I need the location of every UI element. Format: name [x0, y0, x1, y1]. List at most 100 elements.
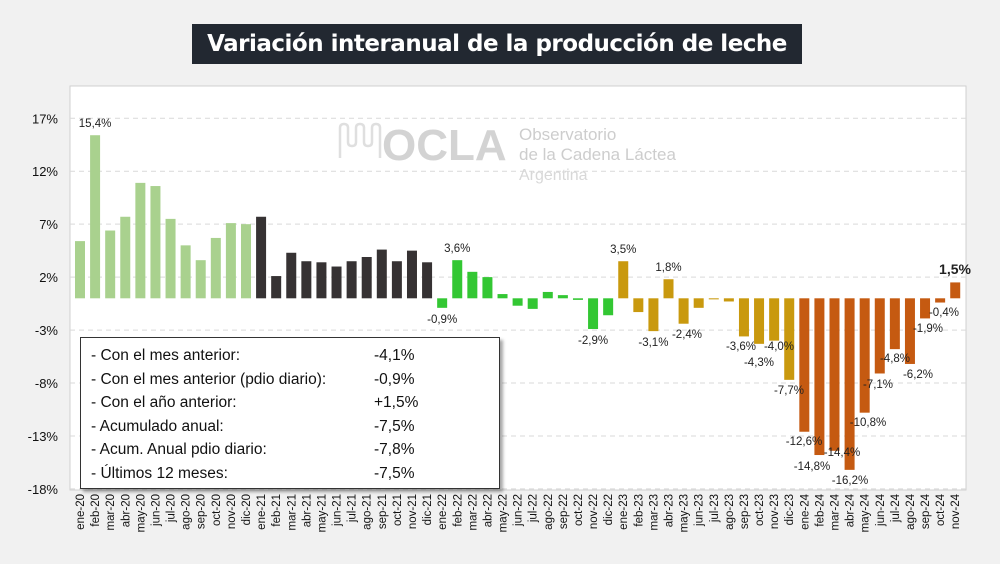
y-tick-label: -8%	[35, 376, 59, 391]
x-tick-label: oct-20	[211, 494, 223, 526]
x-tick-label: ago-21	[362, 494, 374, 530]
bar-ago-22	[542, 291, 553, 299]
bar-may-23	[678, 298, 689, 324]
logo-line2: de la Cadena Láctea	[519, 145, 676, 164]
x-tick-label: feb-24	[814, 493, 826, 526]
bar-jun-23	[693, 298, 704, 308]
y-tick-label: 12%	[32, 164, 58, 179]
x-tick-label: may-22	[498, 494, 510, 532]
bar-abr-24	[844, 298, 855, 470]
x-tick-label: jun-20	[150, 494, 162, 527]
x-tick-label: abr-21	[301, 494, 313, 527]
data-label: -14,4%	[824, 447, 860, 459]
bar-oct-24	[935, 298, 946, 303]
bar-ene-20	[75, 241, 85, 299]
logo-mark: OCLA	[382, 121, 507, 170]
x-tick-label: ene-23	[618, 494, 630, 530]
x-tick-label: nov-23	[769, 494, 781, 529]
x-tick-label: oct-22	[573, 494, 585, 526]
summary-box: - Con el mes anterior: -4,1% - Con el mes …	[80, 337, 500, 489]
data-label: -0,4%	[929, 307, 959, 319]
bar-oct-23	[754, 298, 765, 344]
x-tick-label: ago-24	[905, 493, 917, 529]
bar-abr-23	[663, 279, 674, 299]
bar-ene-22	[437, 298, 448, 308]
bar-jul-24	[889, 298, 900, 350]
summary-value: -4,1%	[374, 347, 415, 364]
x-tick-label: mar-23	[648, 494, 660, 530]
bar-sep-22	[557, 295, 568, 299]
summary-label: - Con el mes anterior:	[91, 347, 241, 364]
bar-ago-23	[723, 298, 734, 302]
x-tick-label: sep-22	[558, 494, 570, 529]
summary-row: - Acumulado anual: -7,5%	[91, 415, 499, 439]
x-tick-label: mar-22	[467, 494, 479, 530]
x-tick-label: jun-23	[694, 494, 706, 527]
y-tick-label: -18%	[28, 482, 59, 497]
y-tick-label: 7%	[39, 217, 58, 232]
bar-oct-20	[210, 237, 221, 299]
summary-value: -7,5%	[374, 417, 415, 435]
data-label: 15,4%	[79, 118, 112, 130]
bar-abr-20	[120, 216, 131, 299]
x-tick-label: feb-22	[452, 494, 464, 527]
data-label: 3,5%	[610, 244, 636, 256]
data-label: -0,9%	[427, 314, 457, 326]
x-tick-label: may-20	[135, 494, 147, 532]
x-tick-label: jul-23	[709, 494, 721, 523]
bar-oct-21	[391, 261, 402, 299]
data-label: -7,7%	[774, 385, 804, 397]
data-label: -2,4%	[672, 329, 702, 341]
data-label: -12,6%	[786, 436, 822, 448]
bar-nov-22	[588, 298, 599, 330]
summary-row: - Últimos 12 meses: -7,5%	[91, 462, 499, 486]
x-tick-label: ago-20	[181, 494, 193, 530]
x-tick-label: jul-21	[347, 494, 359, 523]
x-tick-label: sep-21	[377, 494, 389, 529]
data-label: -4,0%	[764, 341, 794, 353]
bar-jun-24	[874, 298, 885, 374]
x-tick-label: jun-21	[332, 494, 344, 527]
bar-jun-22	[512, 298, 523, 306]
bar-mar-23	[648, 298, 659, 332]
data-label: -14,8%	[794, 461, 830, 473]
x-tick-label: jul-22	[528, 494, 540, 523]
data-label: -3,6%	[726, 341, 756, 353]
bar-may-21	[316, 262, 327, 299]
x-tick-label: nov-22	[588, 494, 600, 529]
data-label: 3,6%	[444, 243, 470, 255]
data-label: -16,2%	[832, 475, 868, 487]
summary-value: -0,9%	[374, 370, 415, 388]
x-tick-label: ene-21	[256, 494, 268, 530]
x-tick-label: oct-23	[754, 494, 766, 526]
y-tick-label: 17%	[32, 111, 58, 126]
bar-jul-21	[346, 261, 357, 299]
x-tick-label: oct-21	[392, 494, 404, 526]
logo-line3: Argentina	[519, 167, 588, 184]
data-label: -3,1%	[638, 337, 668, 349]
data-label: -4,8%	[880, 353, 910, 365]
bar-abr-22	[482, 277, 493, 299]
bar-ago-20	[180, 245, 191, 299]
x-tick-label: sep-24	[920, 493, 932, 529]
summary-row: - Con el mes anterior (pdio diario): -0,9…	[91, 368, 499, 392]
y-tick-label: 2%	[39, 270, 58, 285]
x-tick-label: nov-24	[950, 493, 962, 529]
bar-jun-21	[331, 266, 342, 299]
bar-nov-21	[406, 250, 417, 299]
bar-jul-20	[165, 218, 176, 299]
bar-nov-20	[225, 223, 236, 299]
x-tick-label: dic-21	[422, 494, 434, 525]
data-label: -4,3%	[744, 357, 774, 369]
x-tick-label: mar-21	[286, 494, 298, 530]
bar-mar-20	[105, 230, 116, 299]
x-tick-label: ene-24	[799, 493, 811, 529]
summary-label: - Con el mes anterior (pdio diario):	[91, 370, 327, 388]
bar-sep-20	[195, 260, 206, 299]
bar-dic-20	[240, 224, 251, 299]
bar-dic-22	[603, 298, 614, 316]
x-tick-label: abr-22	[482, 494, 494, 527]
summary-row: - Acum. Anual pdio diario: -7,8%	[91, 438, 499, 462]
x-tick-label: sep-23	[739, 494, 751, 529]
bar-dic-21	[422, 262, 433, 299]
